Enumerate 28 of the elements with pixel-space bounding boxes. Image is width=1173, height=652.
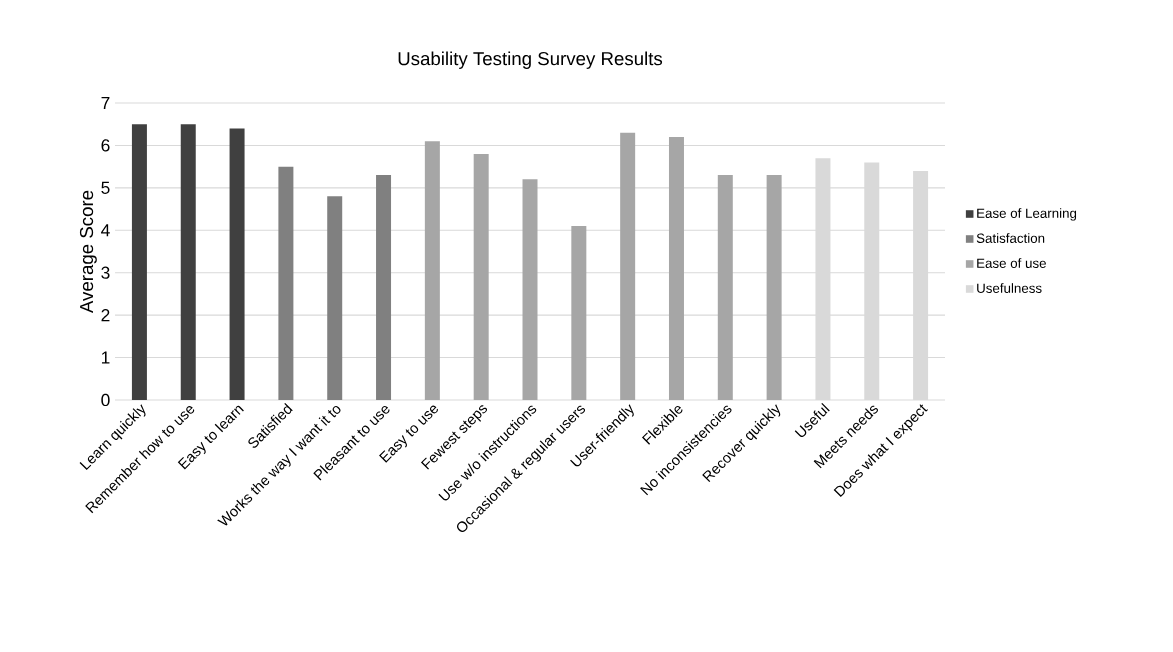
bar — [473, 153, 489, 400]
legend-label: Usefulness — [977, 283, 1042, 293]
bar — [766, 175, 782, 400]
bar — [571, 226, 587, 400]
y-tick-label: 3 — [101, 266, 110, 279]
bar — [424, 141, 440, 400]
y-tick-label: 2 — [101, 309, 110, 322]
y-tick-label: 0 — [101, 393, 110, 407]
bar — [131, 124, 147, 400]
y-tick-label: 6 — [101, 139, 110, 152]
y-tick-label: 4 — [101, 224, 110, 237]
bar — [278, 166, 294, 400]
bar — [668, 136, 684, 400]
legend-label: Ease of Learning — [977, 208, 1077, 221]
bar — [376, 175, 392, 400]
y-tick-label: 7 — [101, 97, 110, 109]
bar — [180, 124, 196, 400]
legend-label: Ease of use — [977, 258, 1046, 268]
y-tick-label: 5 — [101, 181, 110, 194]
chart-title: Usability Testing Survey Results — [398, 51, 663, 69]
bar — [229, 128, 245, 400]
bar — [717, 175, 733, 400]
bar — [522, 179, 538, 400]
y-axis-title: Average Score — [79, 190, 97, 314]
y-tick-label: 1 — [101, 351, 110, 364]
legend-label: Satisfaction — [976, 233, 1045, 243]
bar — [620, 132, 636, 400]
bar — [327, 196, 343, 400]
